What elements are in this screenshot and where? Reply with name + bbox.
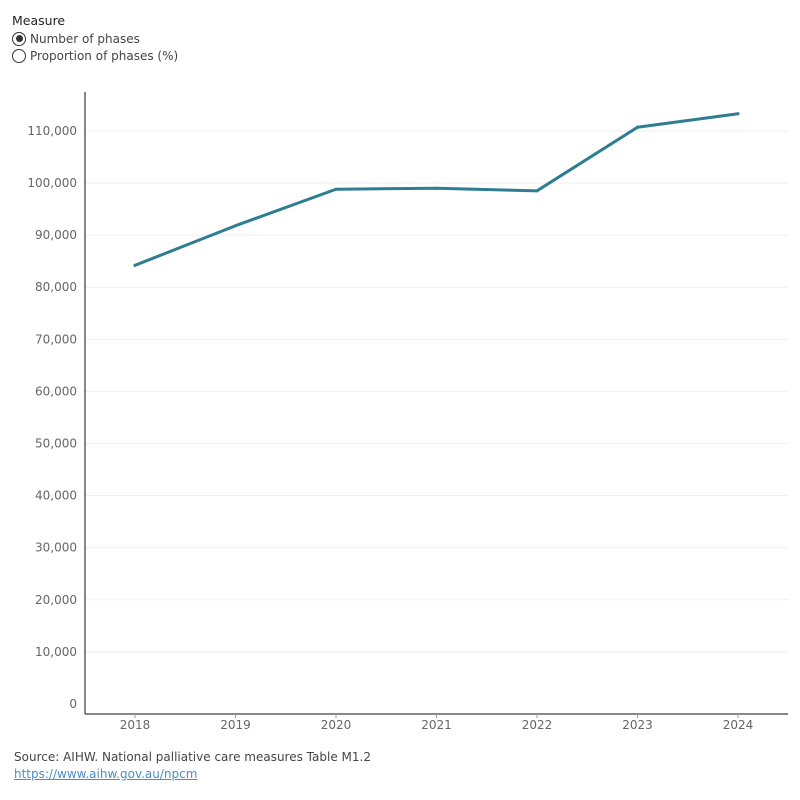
radio-selected-icon[interactable] bbox=[12, 31, 26, 46]
y-tick-label: 90,000 bbox=[35, 228, 77, 242]
y-tick-label: 70,000 bbox=[35, 332, 77, 346]
radio-label: Number of phases bbox=[30, 31, 140, 46]
data-point bbox=[435, 186, 438, 190]
data-point bbox=[736, 112, 740, 116]
radio-unselected-icon[interactable] bbox=[12, 48, 26, 63]
radio-proportion-of-phases[interactable]: Proportion of phases (%) bbox=[12, 47, 178, 64]
axes bbox=[84, 92, 788, 718]
y-tick-label: 80,000 bbox=[35, 280, 77, 294]
x-axis-tick-labels: 2018 2019 2020 2021 2022 2023 2024 bbox=[120, 718, 754, 732]
x-tick-label: 2018 bbox=[120, 718, 151, 732]
data-point bbox=[234, 224, 237, 228]
line-chart: 0 10,000 20,000 30,000 40,000 50,000 60,000 70,… bbox=[27, 92, 788, 732]
source-note: Source: AIHW. National palliative care m… bbox=[14, 750, 371, 764]
y-tick-label: 60,000 bbox=[35, 384, 77, 398]
measure-filter-title: Measure bbox=[12, 13, 66, 28]
y-axis-tick-labels: 0 10,000 20,000 30,000 40,000 50,000 60,000 70,… bbox=[27, 124, 77, 711]
data-point bbox=[636, 125, 639, 129]
y-tick-label: 40,000 bbox=[35, 489, 77, 503]
y-tick-label: 100,000 bbox=[27, 176, 77, 190]
y-tick-label: 110,000 bbox=[27, 124, 77, 138]
x-tick-label: 2020 bbox=[321, 718, 352, 732]
source-link[interactable]: https://www.aihw.gov.au/npcm bbox=[14, 767, 198, 781]
series bbox=[133, 112, 740, 267]
measure-filter: Measure Number of phases Proportion of p… bbox=[12, 13, 178, 64]
x-tick-label: 2019 bbox=[220, 718, 251, 732]
gridlines bbox=[85, 130, 788, 653]
y-tick-label: 50,000 bbox=[35, 437, 77, 451]
x-tick-label: 2023 bbox=[622, 718, 653, 732]
x-tick-label: 2021 bbox=[421, 718, 452, 732]
data-point bbox=[334, 187, 338, 191]
data-point bbox=[535, 189, 539, 193]
radio-number-of-phases[interactable]: Number of phases bbox=[12, 30, 178, 47]
y-tick-label: 30,000 bbox=[35, 541, 77, 555]
y-tick-label: 20,000 bbox=[35, 593, 77, 607]
x-tick-label: 2022 bbox=[522, 718, 553, 732]
y-tick-label: 10,000 bbox=[35, 645, 77, 659]
x-tick-label: 2024 bbox=[723, 718, 754, 732]
data-point bbox=[133, 263, 137, 267]
y-tick-label: 0 bbox=[69, 697, 77, 711]
radio-label: Proportion of phases (%) bbox=[30, 48, 179, 63]
